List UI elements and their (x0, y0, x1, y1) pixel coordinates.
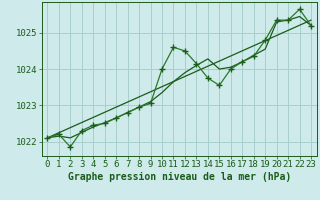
X-axis label: Graphe pression niveau de la mer (hPa): Graphe pression niveau de la mer (hPa) (68, 172, 291, 182)
